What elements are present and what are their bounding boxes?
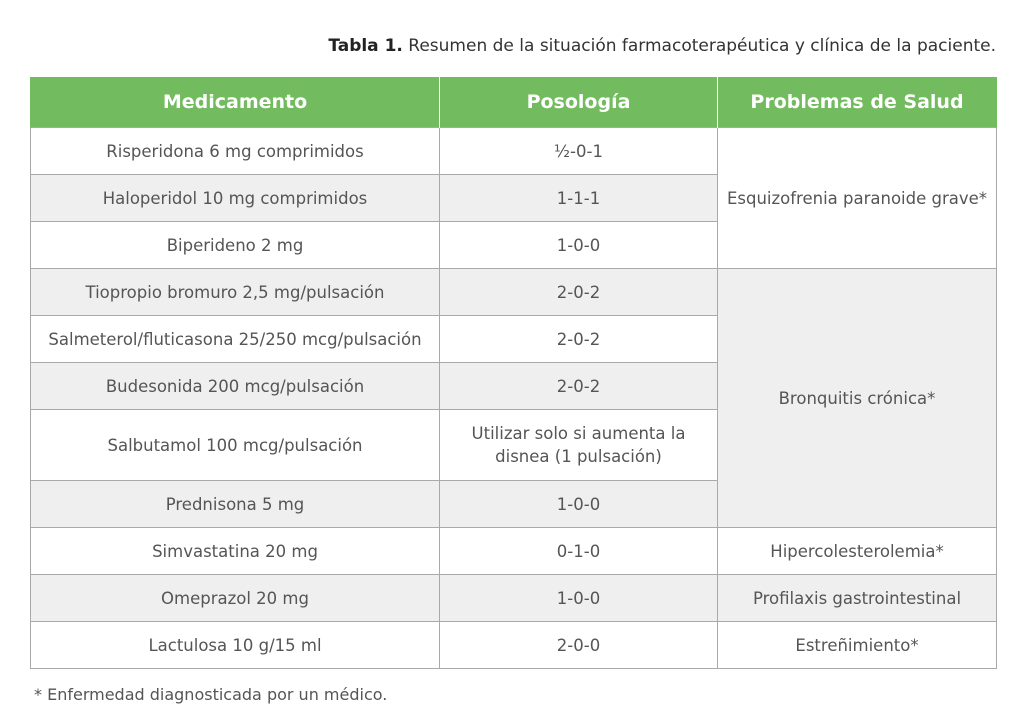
footnote: * Enfermedad diagnosticada por un médico… xyxy=(34,685,388,704)
caption-text: Resumen de la situación farmacoterapéuti… xyxy=(408,36,996,56)
table-row: Budesonida 200 mcg/pulsación 2-0-2 xyxy=(30,362,997,410)
cell-problema: Esquizofrenia paranoide grave* xyxy=(717,127,997,269)
cell-medicamento: Budesonida 200 mcg/pulsación xyxy=(30,362,440,410)
cell-posologia: 2-0-2 xyxy=(439,315,718,363)
medication-table: Medicamento Posología Problemas de Salud… xyxy=(30,77,997,669)
cell-problema: Bronquitis crónica* xyxy=(717,268,997,528)
cell-problema: Hipercolesterolemia* xyxy=(717,527,997,575)
cell-problema: Estreñimiento* xyxy=(717,621,997,669)
cell-problema: Profilaxis gastrointestinal xyxy=(717,574,997,622)
header-medicamento: Medicamento xyxy=(30,77,440,128)
header-problemas: Problemas de Salud xyxy=(717,77,997,128)
cell-posologia: 2-0-0 xyxy=(439,621,718,669)
cell-medicamento: Lactulosa 10 g/15 ml xyxy=(30,621,440,669)
cell-medicamento: Haloperidol 10 mg comprimidos xyxy=(30,174,440,222)
cell-medicamento: Omeprazol 20 mg xyxy=(30,574,440,622)
cell-medicamento: Prednisona 5 mg xyxy=(30,480,440,528)
cell-posologia: 2-0-2 xyxy=(439,268,718,316)
cell-posologia: Utilizar solo si aumenta la disnea (1 pu… xyxy=(439,409,718,481)
cell-medicamento: Salmeterol/fluticasona 25/250 mcg/pulsac… xyxy=(30,315,440,363)
table-row: Haloperidol 10 mg comprimidos 1-1-1 xyxy=(30,174,997,222)
cell-posologia: 1-0-0 xyxy=(439,480,718,528)
cell-medicamento: Simvastatina 20 mg xyxy=(30,527,440,575)
caption-label: Tabla 1. xyxy=(328,36,403,56)
table-row: Prednisona 5 mg 1-0-0 xyxy=(30,480,997,528)
cell-medicamento: Tiopropio bromuro 2,5 mg/pulsación xyxy=(30,268,440,316)
cell-posologia: 1-0-0 xyxy=(439,221,718,269)
table-row: Omeprazol 20 mg 1-0-0 Profilaxis gastroi… xyxy=(30,574,997,622)
cell-medicamento: Risperidona 6 mg comprimidos xyxy=(30,127,440,175)
cell-medicamento: Biperideno 2 mg xyxy=(30,221,440,269)
cell-posologia: 1-1-1 xyxy=(439,174,718,222)
table-row: Lactulosa 10 g/15 ml 2-0-0 Estreñimiento… xyxy=(30,621,997,669)
cell-posologia: ½-0-1 xyxy=(439,127,718,175)
table-row: Salbutamol 100 mcg/pulsación Utilizar so… xyxy=(30,409,997,481)
table-row: Risperidona 6 mg comprimidos ½-0-1 Esqui… xyxy=(30,127,997,269)
cell-posologia: 1-0-0 xyxy=(439,574,718,622)
cell-posologia: 2-0-2 xyxy=(439,362,718,410)
table-row: Salmeterol/fluticasona 25/250 mcg/pulsac… xyxy=(30,315,997,363)
cell-medicamento: Salbutamol 100 mcg/pulsación xyxy=(30,409,440,481)
table-caption: Tabla 1. Resumen de la situación farmaco… xyxy=(328,36,996,56)
table-row: Tiopropio bromuro 2,5 mg/pulsación 2-0-2… xyxy=(30,268,997,528)
header-posologia: Posología xyxy=(439,77,718,128)
table-row: Simvastatina 20 mg 0-1-0 Hipercolesterol… xyxy=(30,527,997,575)
cell-posologia: 0-1-0 xyxy=(439,527,718,575)
header-row: Medicamento Posología Problemas de Salud xyxy=(30,77,997,128)
